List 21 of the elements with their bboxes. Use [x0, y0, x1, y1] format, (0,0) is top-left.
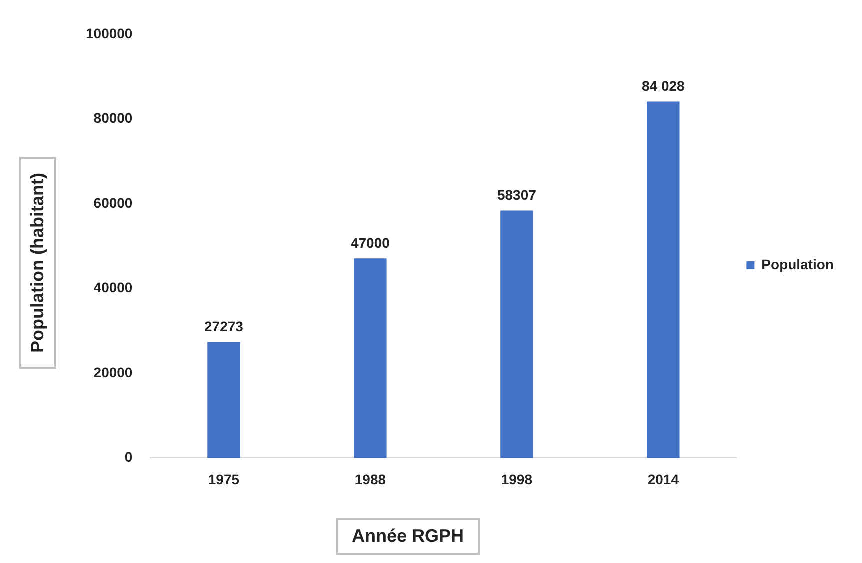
x-tick-label: 1988	[354, 471, 386, 488]
x-tick-label: 1998	[501, 471, 533, 488]
y-tick-label: 60000	[94, 194, 133, 211]
legend-label: Population	[762, 256, 834, 272]
data-label: 27273	[204, 318, 244, 334]
data-label: 58307	[497, 186, 537, 203]
y-tick-label: 40000	[94, 280, 133, 296]
bar	[208, 342, 240, 458]
bar	[500, 210, 534, 458]
y-tick-label: 0	[124, 449, 133, 466]
y-tick-label: 80000	[94, 110, 133, 126]
y-tick-label: 100000	[86, 25, 133, 42]
y-axis-title: Population (habitant)	[20, 157, 56, 369]
x-tick-label: 1975	[208, 471, 240, 488]
data-label: 47000	[350, 234, 390, 251]
bar	[647, 102, 680, 458]
x-axis-title: Année RGPH	[336, 518, 480, 555]
x-tick-label: 2014	[648, 471, 680, 488]
bar	[354, 258, 387, 458]
y-tick-label: 20000	[94, 364, 133, 380]
data-label: 84 028	[642, 78, 686, 94]
